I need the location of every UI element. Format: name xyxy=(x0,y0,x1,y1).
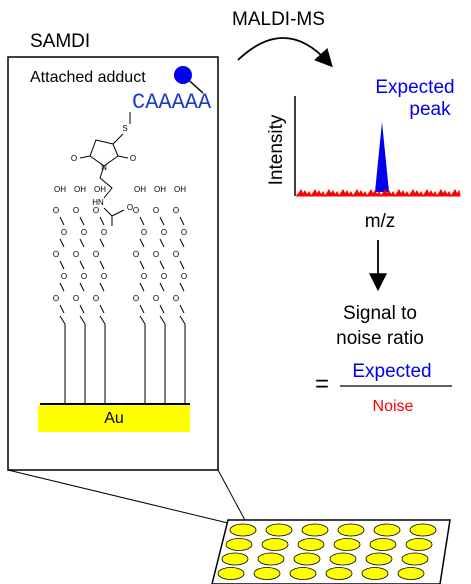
spot xyxy=(337,523,365,537)
spot xyxy=(265,523,293,537)
chain xyxy=(59,216,66,404)
molecule xyxy=(40,112,190,405)
spot xyxy=(369,538,397,551)
chain xyxy=(139,216,146,404)
atom: O xyxy=(141,228,147,237)
label: = xyxy=(315,370,329,397)
spot xyxy=(297,538,325,551)
label: Au xyxy=(104,410,124,427)
spectrum xyxy=(294,96,461,198)
spot xyxy=(225,538,253,551)
atom: HN xyxy=(92,198,104,207)
noise xyxy=(296,189,461,198)
atom: O xyxy=(53,294,59,303)
spot xyxy=(257,552,285,566)
zoom-line xyxy=(217,469,247,523)
chain xyxy=(179,216,186,404)
atom: O xyxy=(93,206,99,215)
atom: O xyxy=(133,206,139,215)
spot xyxy=(289,567,317,580)
atom: O xyxy=(161,228,167,237)
spot xyxy=(405,538,433,551)
spot xyxy=(229,523,257,537)
atom: O xyxy=(133,250,139,259)
label: Expected xyxy=(352,361,431,382)
atom: O xyxy=(181,272,187,281)
label: noise ratio xyxy=(336,328,424,349)
atom: OH xyxy=(174,185,186,194)
atom: O xyxy=(81,272,87,281)
atom: O xyxy=(130,154,136,163)
atom: O xyxy=(53,206,59,215)
spot xyxy=(253,567,281,580)
label: MALDI-MS xyxy=(232,9,325,30)
atom: OH xyxy=(134,185,146,194)
label: Signal to xyxy=(343,303,417,324)
atom: O xyxy=(133,294,139,303)
label: Intensity xyxy=(266,114,287,185)
spot xyxy=(365,552,393,566)
atom: O xyxy=(153,294,159,303)
atom: OH xyxy=(154,185,166,194)
spot xyxy=(217,567,245,580)
atom: N xyxy=(101,163,107,172)
chain xyxy=(79,216,86,404)
label: SAMDI xyxy=(30,31,90,52)
atom: O xyxy=(71,154,77,163)
atom: O xyxy=(101,272,107,281)
atom: O xyxy=(141,272,147,281)
label: Attached adduct xyxy=(30,69,146,86)
atom: O xyxy=(81,228,87,237)
atom: O xyxy=(73,250,79,259)
atom: O xyxy=(173,250,179,259)
label: Expected xyxy=(375,77,454,98)
atom: O xyxy=(127,203,133,212)
atom: O xyxy=(173,294,179,303)
label: Noise xyxy=(373,398,414,415)
atom: O xyxy=(153,250,159,259)
atom: O xyxy=(181,228,187,237)
spot xyxy=(261,538,289,551)
arrow xyxy=(237,37,333,68)
zoom-line xyxy=(7,469,233,525)
label: peak xyxy=(409,99,451,120)
spot xyxy=(397,567,425,580)
atom: OH xyxy=(94,185,106,194)
spot xyxy=(401,552,429,566)
spot xyxy=(409,523,437,537)
atom: O xyxy=(61,228,67,237)
atom: O xyxy=(161,272,167,281)
spot xyxy=(325,567,353,580)
spot xyxy=(361,567,389,580)
atom: O xyxy=(93,250,99,259)
chain xyxy=(159,216,166,404)
atom: O xyxy=(173,206,179,215)
chip xyxy=(211,519,451,584)
gold xyxy=(38,405,190,432)
spot xyxy=(301,523,329,537)
spot xyxy=(329,552,357,566)
atom: O xyxy=(53,250,59,259)
adduct-dot xyxy=(174,66,192,84)
atom: O xyxy=(101,228,107,237)
spot xyxy=(333,538,361,551)
spot xyxy=(293,552,321,566)
peptide: CAAAAA xyxy=(132,90,212,115)
zoom-box xyxy=(7,56,219,471)
atom: OH xyxy=(54,185,66,194)
atom: S xyxy=(122,124,127,133)
chain xyxy=(99,216,106,404)
atom: O xyxy=(73,206,79,215)
atom: O xyxy=(73,294,79,303)
atom: O xyxy=(93,294,99,303)
label: m/z xyxy=(365,211,396,232)
atom: OH xyxy=(74,185,86,194)
spot xyxy=(221,552,249,566)
atom: O xyxy=(61,272,67,281)
spot xyxy=(373,523,401,537)
atom: O xyxy=(153,206,159,215)
